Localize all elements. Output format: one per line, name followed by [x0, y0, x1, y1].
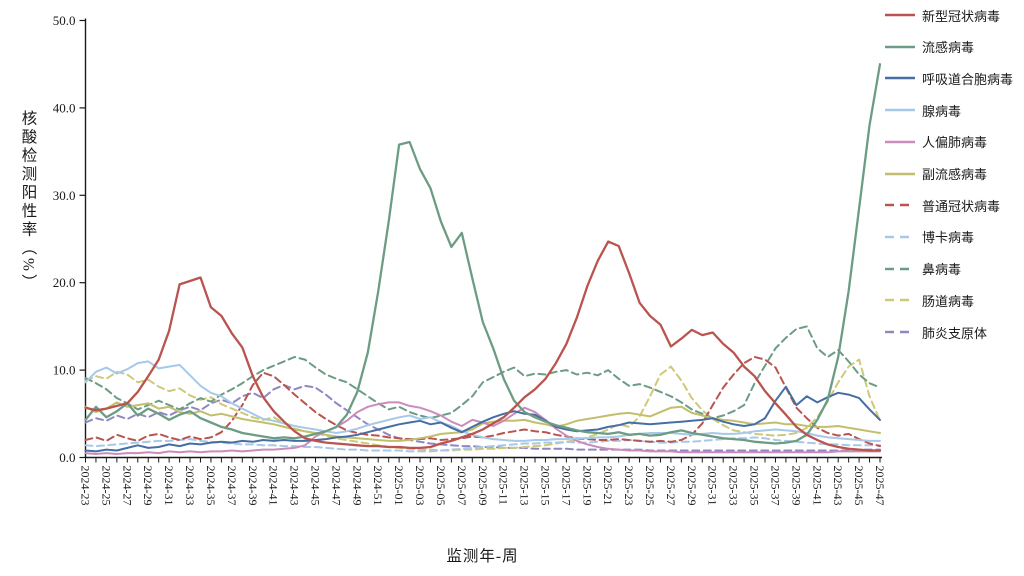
- legend-item-parainfluenza: 副流感病毒: [884, 165, 987, 183]
- x-tick-label: 2025-27: [664, 466, 678, 506]
- legend-swatch-mycoplasma: [885, 330, 915, 334]
- legend-label-enterovirus: 肠道病毒: [922, 293, 975, 309]
- series-line-covid: [84, 240, 882, 452]
- x-tick-label: 2025-11: [497, 466, 511, 506]
- x-tick-label: 2025-09: [476, 466, 490, 506]
- legend-label-parainfluenza: 副流感病毒: [922, 167, 988, 182]
- y-tick-label: 30.0: [53, 188, 76, 203]
- legend-item-rhinovirus: 鼻病毒: [884, 260, 961, 278]
- legend-label-rhinovirus: 鼻病毒: [922, 262, 962, 278]
- x-tick-label: 2025-45: [852, 466, 866, 506]
- x-axis-title: 监测年-周: [446, 548, 519, 565]
- legend-label-mycoplasma: 肺炎支原体: [922, 325, 988, 341]
- legend-item-enterovirus: 肠道病毒: [884, 291, 974, 309]
- y-tick-label: 40.0: [53, 100, 76, 115]
- legend-item-mycoplasma: 肺炎支原体: [884, 323, 987, 341]
- x-tick-label: 2025-17: [559, 466, 573, 506]
- legend: 新型冠状病毒 流感病毒呼吸道合胞病毒 腺病毒人偏肺病毒副流感病毒普通冠状病毒 博卡病毒…: [884, 0, 1024, 400]
- x-tick-label: 2025-07: [455, 466, 469, 506]
- x-tick-label: 2025-41: [810, 466, 824, 506]
- legend-label-adenovirus: 腺病毒: [922, 103, 962, 119]
- x-tick-label: 2025-31: [706, 466, 720, 506]
- legend-swatch-enterovirus: [885, 299, 915, 302]
- series-line-common-coronavirus: [84, 356, 881, 448]
- x-tick-label: 2025-23: [622, 466, 636, 506]
- legend-item-bocavirus: 博卡病毒: [884, 228, 974, 246]
- legend-swatch-rhinovirus: [885, 267, 915, 270]
- legend-swatch-rsv: [885, 77, 915, 80]
- x-tick-label: 2025-37: [768, 466, 782, 506]
- legend-swatch-adenovirus: [885, 108, 915, 112]
- x-tick-label: 2025-39: [789, 466, 803, 506]
- x-tick-label: 2024-49: [350, 466, 364, 506]
- x-tick-label: 2025-47: [873, 466, 887, 506]
- legend-item-hmpv: 人偏肺病毒: [884, 133, 987, 151]
- x-tick-label: 2025-03: [413, 466, 427, 506]
- y-tick-label: 10.0: [53, 363, 76, 378]
- x-tick-label: 2025-35: [748, 466, 762, 506]
- x-tick-label: 2024-39: [246, 466, 260, 506]
- x-tick-label: 2025-29: [685, 466, 699, 506]
- legend-label-influenza: 流感病毒: [922, 40, 975, 56]
- series-line-mycoplasma: [84, 384, 881, 452]
- legend-label-covid: 新型冠状病毒: [922, 8, 1001, 24]
- legend-item-rsv: 呼吸道合胞病毒: [884, 69, 1013, 87]
- x-tick-label: 2025-43: [831, 466, 845, 506]
- x-tick-label: 2024-29: [141, 466, 155, 506]
- legend-item-covid: 新型冠状病毒: [884, 6, 1000, 24]
- y-tick-label: 0.0: [59, 450, 75, 465]
- legend-label-common-coronavirus: 普通冠状病毒: [922, 198, 1001, 214]
- legend-item-influenza: 流感病毒: [884, 38, 974, 56]
- y-tick-label: 50.0: [53, 13, 76, 28]
- x-tick-label: 2024-37: [225, 466, 239, 506]
- y-axis-title: 核酸检测阳性率（%）: [19, 110, 37, 293]
- x-tick-label: 2025-33: [727, 466, 741, 506]
- x-tick-label: 2025-15: [538, 466, 552, 506]
- x-tick-label: 2024-25: [99, 466, 113, 506]
- series-line-rsv: [84, 385, 881, 453]
- y-tick-label: 20.0: [53, 275, 76, 290]
- x-tick-label: 2024-23: [79, 466, 93, 506]
- x-tick-label: 2025-19: [580, 466, 594, 506]
- x-tick-label: 2024-27: [120, 466, 134, 506]
- x-tick-label: 2024-31: [162, 466, 176, 506]
- legend-swatch-bocavirus: [885, 235, 915, 239]
- x-tick-label: 2024-47: [329, 466, 343, 506]
- axes: [84, 18, 882, 459]
- legend-swatch-covid: [885, 13, 915, 17]
- series-line-rhinovirus: [84, 325, 881, 420]
- x-tick-label: 2024-41: [267, 466, 281, 506]
- x-tick-label: 2024-51: [371, 466, 385, 506]
- legend-item-adenovirus: 腺病毒: [884, 101, 961, 119]
- legend-swatch-parainfluenza: [885, 172, 915, 175]
- series-line-adenovirus: [84, 360, 881, 442]
- legend-item-common-coronavirus: 普通冠状病毒: [884, 196, 1000, 214]
- x-tick-label: 2025-05: [434, 466, 448, 506]
- legend-swatch-common-coronavirus: [885, 203, 915, 207]
- series-line-influenza: [84, 63, 882, 445]
- x-tick-label: 2024-35: [204, 466, 218, 506]
- legend-swatch-influenza: [885, 45, 915, 48]
- legend-label-bocavirus: 博卡病毒: [922, 230, 975, 246]
- x-tick-label: 2025-21: [601, 466, 615, 506]
- x-tick-label: 2024-45: [308, 466, 322, 506]
- x-tick-label: 2025-01: [392, 466, 406, 506]
- x-tick-label: 2024-33: [183, 466, 197, 506]
- x-tick-label: 2025-25: [643, 466, 657, 506]
- x-tick-label: 2025-13: [518, 466, 532, 506]
- x-tick-label: 2024-43: [288, 466, 302, 506]
- legend-label-rsv: 呼吸道合胞病毒: [922, 71, 1014, 87]
- legend-label-hmpv: 人偏肺病毒: [922, 135, 988, 151]
- legend-swatch-hmpv: [885, 140, 915, 143]
